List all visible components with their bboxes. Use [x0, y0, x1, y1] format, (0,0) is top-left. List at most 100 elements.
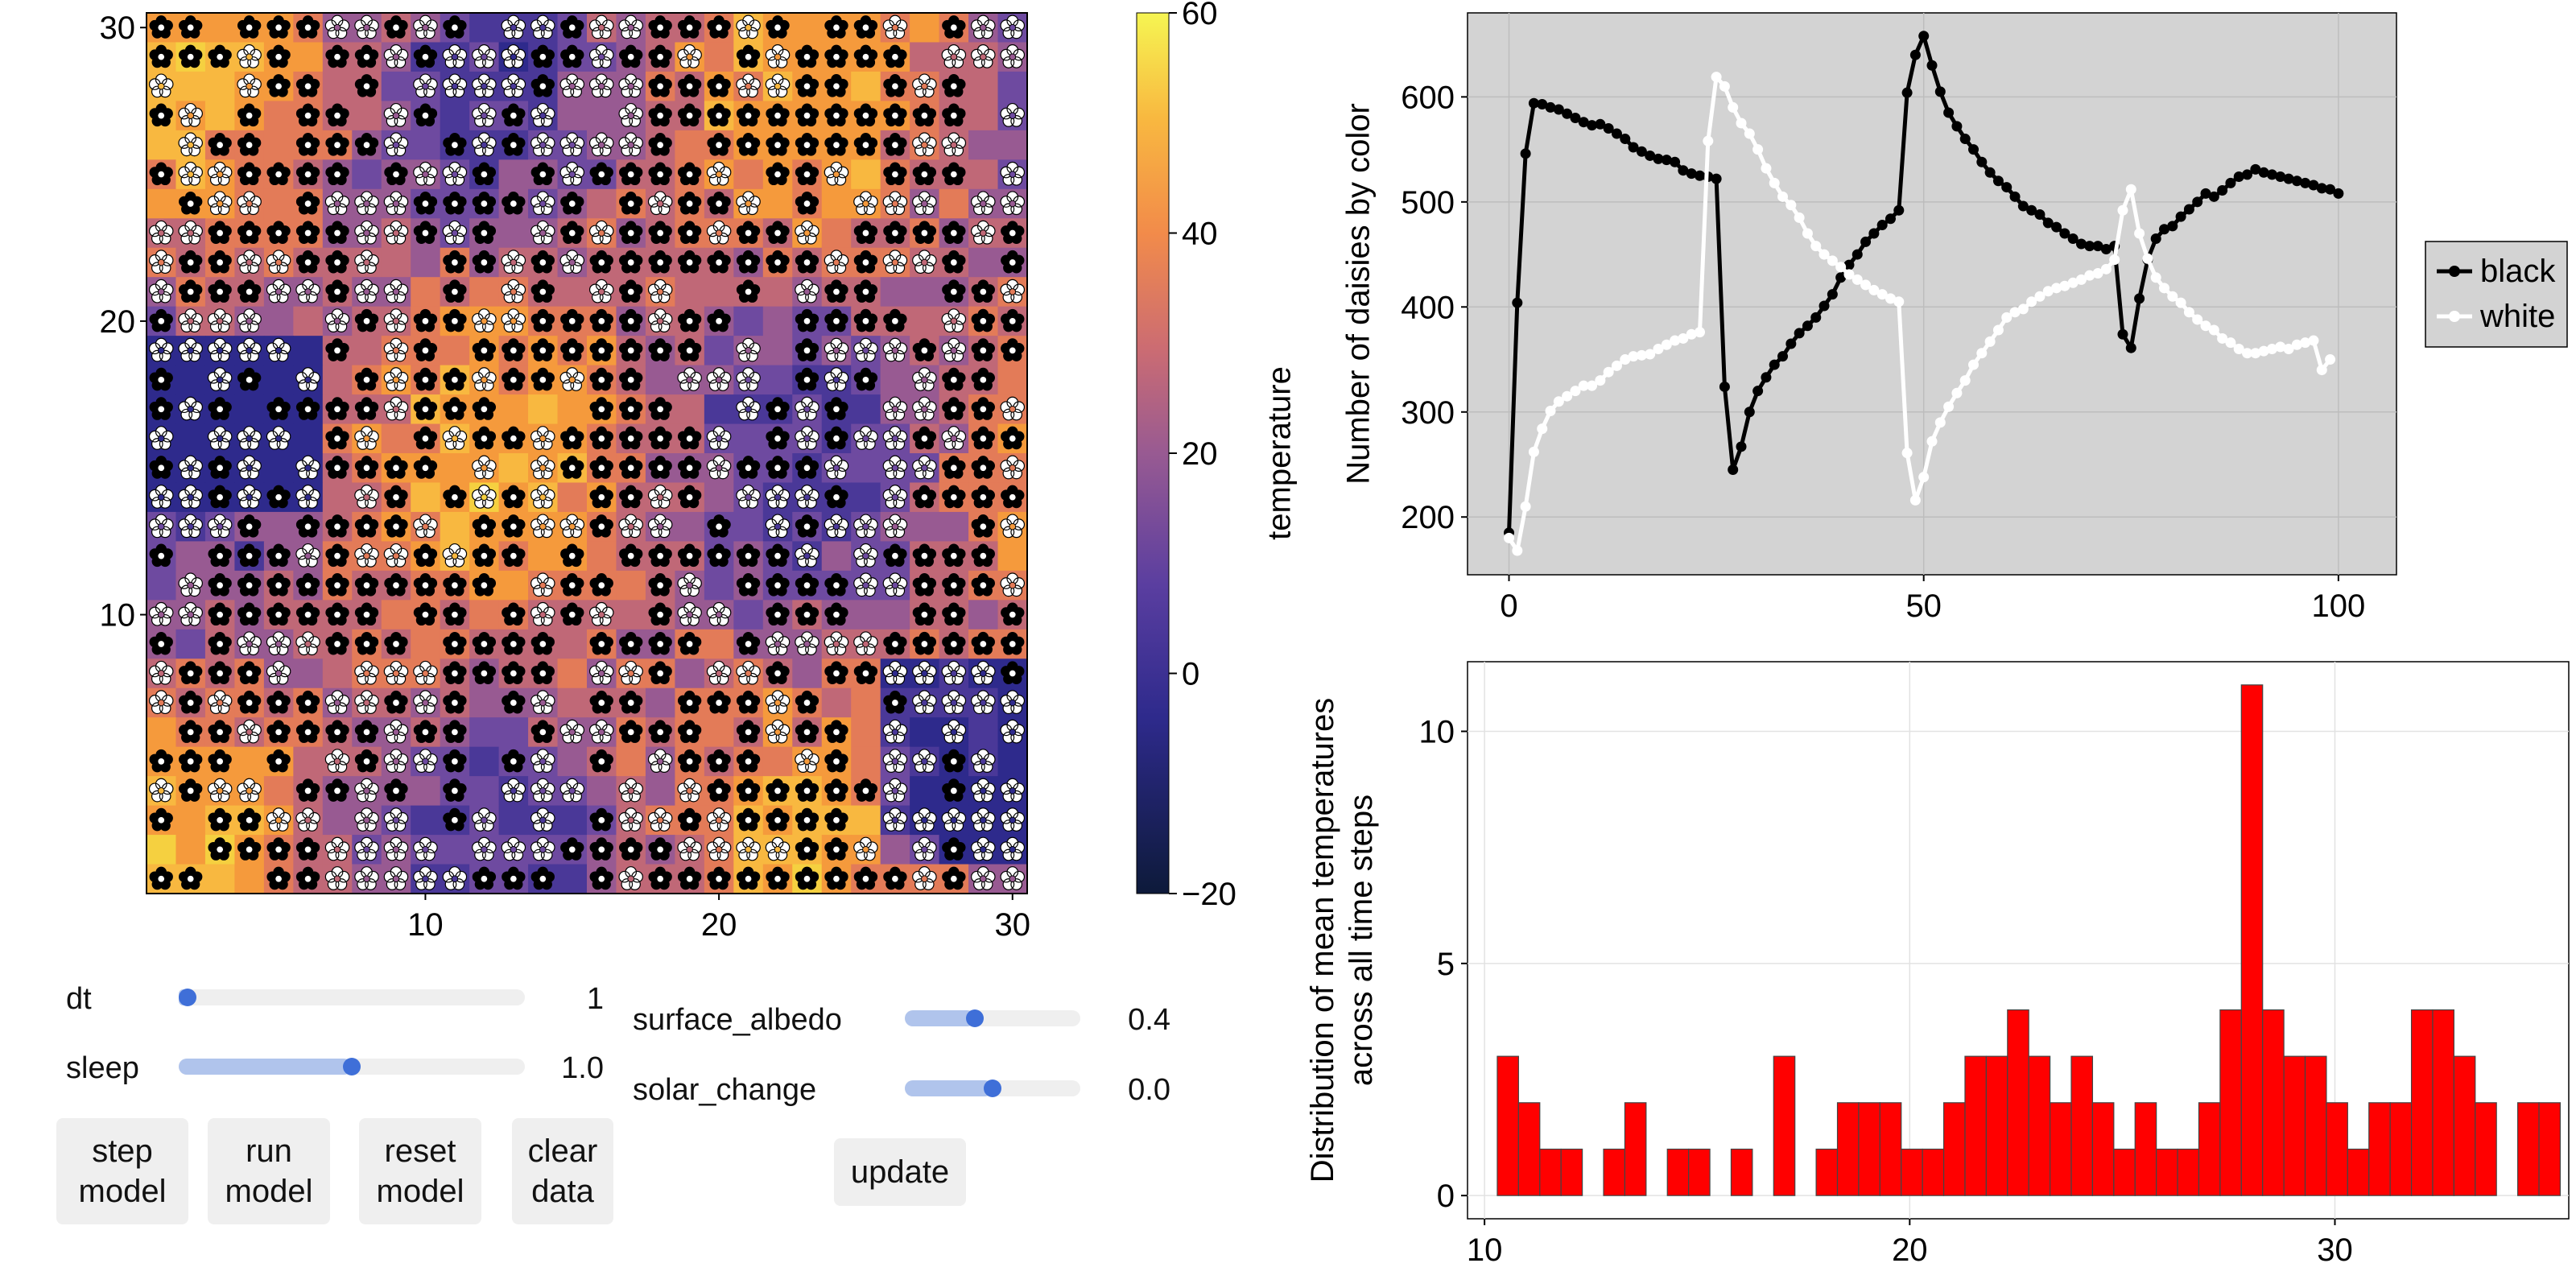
sleep-slider-fill [179, 1059, 352, 1075]
black-daisy-icon [619, 338, 643, 361]
white-daisy-icon [383, 279, 409, 303]
heatmap-axes: 10 20 30 10 20 30 [100, 10, 1031, 943]
black-daisy-icon [736, 543, 761, 568]
histogram-bar [2453, 1055, 2476, 1196]
black-daisy-icon [912, 338, 937, 361]
data-point-white [2275, 341, 2286, 353]
solar-change-slider[interactable] [905, 1080, 1080, 1097]
black-daisy-icon [443, 15, 467, 39]
black-daisy-icon [736, 250, 761, 274]
dt-slider[interactable] [179, 989, 525, 1006]
reset-model-button[interactable]: reset model [359, 1118, 481, 1224]
white-daisy-icon [912, 396, 937, 421]
white-daisy-icon [266, 660, 291, 685]
black-daisy-icon [149, 162, 173, 186]
black-daisy-icon [707, 103, 731, 127]
grid-cell [263, 188, 294, 219]
data-point-white [1628, 351, 1639, 362]
grid-cell [293, 658, 324, 689]
black-daisy-icon [942, 837, 966, 861]
black-daisy-icon [707, 690, 731, 714]
sleep-slider-thumb[interactable] [343, 1058, 361, 1075]
white-daisy-icon [882, 749, 908, 774]
histogram-bars [1496, 684, 2562, 1196]
data-point-white [2026, 296, 2037, 308]
black-daisy-icon [443, 133, 467, 156]
data-point-black [2075, 238, 2087, 250]
black-daisy-icon [912, 543, 937, 568]
grid-cell [293, 336, 324, 366]
data-point-white [2208, 324, 2219, 336]
grid-cell [733, 159, 764, 190]
black-daisy-icon [942, 866, 966, 890]
data-point-white [2042, 286, 2054, 297]
sleep-slider[interactable] [179, 1058, 525, 1075]
white-daisy-icon [677, 601, 702, 626]
white-daisy-icon [472, 308, 497, 333]
heatmap-xtick-label: 30 [995, 907, 1031, 943]
grid-cell [968, 159, 999, 190]
data-point-white [1992, 324, 2004, 336]
data-point-white [1893, 296, 1905, 308]
clear-data-button[interactable]: clear data [512, 1118, 613, 1224]
grid-cell [263, 511, 294, 542]
white-daisy-icon [795, 396, 819, 421]
grid-cell [147, 188, 177, 219]
grid-cell [204, 13, 235, 43]
white-daisy-icon [588, 660, 614, 685]
black-daisy-icon [795, 338, 819, 361]
white-daisy-icon [588, 220, 614, 245]
black-daisy-icon [795, 690, 819, 714]
data-point-black [1678, 165, 1689, 176]
black-daisy-icon [1001, 631, 1025, 655]
white-daisy-icon [588, 279, 614, 303]
step-model-button[interactable]: step model [56, 1118, 188, 1224]
dt-slider-thumb[interactable] [179, 989, 196, 1006]
black-daisy-icon [384, 690, 408, 714]
black-daisy-icon [560, 221, 584, 244]
black-daisy-icon [619, 543, 643, 568]
grid-cell [910, 42, 940, 72]
white-daisy-icon [765, 73, 791, 98]
black-daisy-icon [912, 485, 937, 509]
white-daisy-icon [882, 514, 908, 539]
data-point-white [2325, 354, 2336, 365]
heatmap-frame [146, 12, 1028, 894]
grid-cell [821, 218, 852, 249]
white-daisy-icon [207, 308, 233, 333]
white-daisy-icon [1000, 161, 1026, 186]
black-daisy-icon [472, 543, 497, 568]
histogram-bar [1815, 1148, 1839, 1196]
solar-change-slider-thumb[interactable] [984, 1080, 1001, 1097]
histogram-bar [2368, 1102, 2391, 1196]
black-daisy-icon [589, 807, 613, 832]
white-daisy-icon [324, 749, 350, 774]
black-daisy-icon [707, 133, 731, 156]
white-daisy-icon [354, 836, 379, 861]
data-point-white [1719, 80, 1730, 92]
data-point-black [2092, 241, 2103, 252]
black-daisy-icon [942, 749, 966, 773]
data-point-black [1744, 407, 1755, 418]
white-daisy-icon [618, 866, 643, 890]
white-daisy-icon [971, 690, 996, 715]
grid-cell [352, 159, 382, 190]
black-daisy-icon [766, 573, 790, 597]
data-point-black [1901, 87, 1913, 98]
data-point-white [1570, 386, 1581, 397]
white-daisy-icon [824, 514, 849, 539]
white-daisy-icon [706, 660, 732, 685]
data-point-white [1695, 327, 1705, 338]
white-daisy-icon [472, 455, 497, 480]
data-point-white [1611, 360, 1622, 371]
black-daisy-icon [795, 573, 819, 597]
grid-cell [704, 277, 734, 308]
run-model-button[interactable]: run model [208, 1118, 330, 1224]
black-daisy-icon [648, 15, 672, 39]
black-daisy-icon [560, 602, 584, 626]
white-daisy-icon [207, 337, 233, 362]
surface-albedo-slider-thumb[interactable] [966, 1009, 985, 1027]
white-daisy-icon [501, 308, 526, 333]
surface-albedo-slider[interactable] [905, 1009, 1080, 1027]
update-button[interactable]: update [834, 1138, 966, 1206]
